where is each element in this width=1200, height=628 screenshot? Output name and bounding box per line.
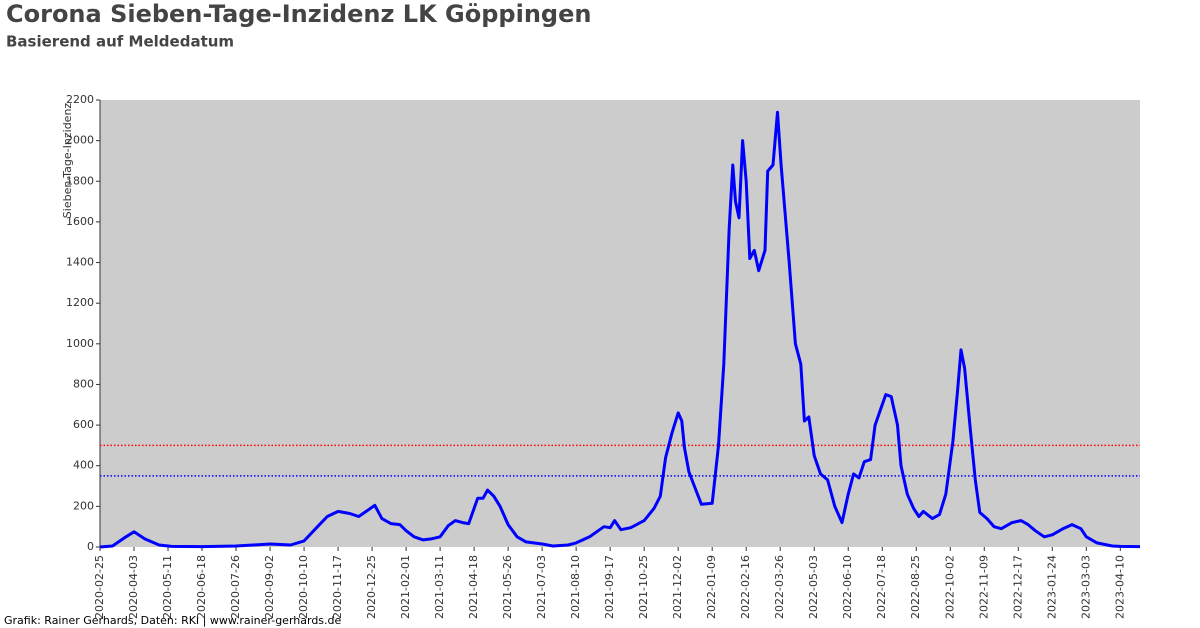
x-tick-label: 2020-12-25 <box>365 555 378 619</box>
x-tick-label: 2021-02-01 <box>399 555 412 619</box>
x-tick-label: 2022-08-25 <box>909 555 922 619</box>
y-tick-label: 400 <box>73 459 94 472</box>
x-tick-label: 2020-02-25 <box>93 555 106 619</box>
x-tick-label: 2020-05-11 <box>161 555 174 619</box>
x-tick-label: 2021-05-26 <box>501 555 514 619</box>
y-tick-label: 0 <box>87 540 94 553</box>
x-tick-label: 2020-10-10 <box>297 555 310 619</box>
x-tick-label: 2023-04-10 <box>1113 555 1126 619</box>
x-tick-label: 2022-11-09 <box>977 555 990 619</box>
chart-title: Corona Sieben-Tage-Inzidenz LK Göppingen <box>6 0 591 28</box>
x-tick-label: 2023-01-24 <box>1045 555 1058 619</box>
x-tick-label: 2020-06-18 <box>195 555 208 619</box>
x-tick-label: 2021-10-25 <box>637 555 650 619</box>
y-tick-label: 600 <box>73 418 94 431</box>
x-tick-label: 2021-09-17 <box>603 555 616 619</box>
x-tick-label: 2021-04-18 <box>467 555 480 619</box>
y-tick-label: 1200 <box>66 296 94 309</box>
x-tick-label: 2022-12-17 <box>1011 555 1024 619</box>
y-tick-label: 2000 <box>66 134 94 147</box>
x-tick-label: 2020-07-26 <box>229 555 242 619</box>
x-tick-label: 2020-11-17 <box>331 555 344 619</box>
x-tick-label: 2022-06-10 <box>841 555 854 619</box>
x-tick-label: 2021-03-11 <box>433 555 446 619</box>
y-tick-label: 1400 <box>66 256 94 269</box>
x-tick-label: 2022-01-09 <box>705 555 718 619</box>
y-tick-label: 1600 <box>66 215 94 228</box>
chart-subtitle: Basierend auf Meldedatum <box>6 33 234 51</box>
x-tick-label: 2020-04-03 <box>127 555 140 619</box>
y-axis-label: Sieben-Tage-Inzidenz <box>61 103 74 219</box>
data-line <box>99 110 1141 549</box>
y-tick-label: 1800 <box>66 174 94 187</box>
x-tick-label: 2023-03-03 <box>1079 555 1092 619</box>
y-tick-label: 800 <box>73 377 94 390</box>
x-tick-label: 2022-02-16 <box>739 555 752 619</box>
x-tick-label: 2022-07-18 <box>875 555 888 619</box>
footer: Grafik: Rainer Gerhards, Daten: RKI | ww… <box>4 614 342 627</box>
x-tick-label: 2022-10-02 <box>943 555 956 619</box>
x-tick-label: 2021-07-03 <box>535 555 548 619</box>
plot-area <box>100 100 1140 547</box>
x-tick-label: 2020-09-02 <box>263 555 276 619</box>
y-tick-label: 1000 <box>66 337 94 350</box>
x-tick-label: 2022-05-03 <box>807 555 820 619</box>
y-tick-label: 2200 <box>66 93 94 106</box>
y-tick-label: 200 <box>73 499 94 512</box>
x-tick-label: 2021-08-10 <box>569 555 582 619</box>
x-tick-label: 2021-12-02 <box>671 555 684 619</box>
x-tick-label: 2022-03-26 <box>773 555 786 619</box>
